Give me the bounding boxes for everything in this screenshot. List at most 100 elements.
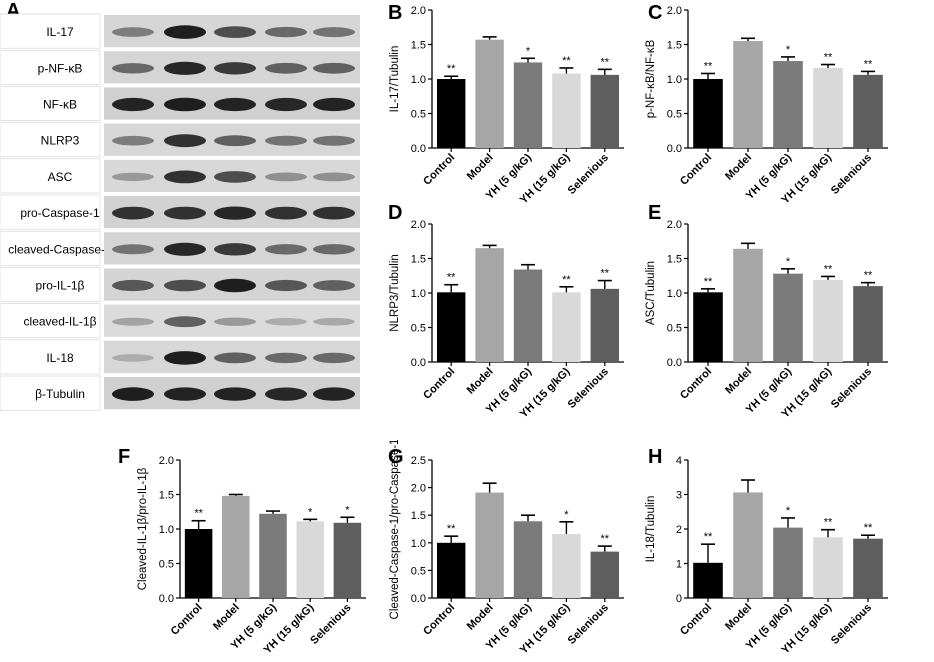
x-tick-label: Selenious — [566, 152, 611, 197]
blot-band — [265, 244, 307, 255]
significance-label: ** — [824, 52, 833, 64]
blot-row: ASC — [0, 158, 360, 194]
blot-band — [313, 27, 355, 38]
bar — [552, 533, 581, 598]
y-tick-label: 1 — [676, 559, 682, 571]
y-tick-label: 0.5 — [667, 323, 682, 335]
panel-letter-e: E — [648, 202, 662, 224]
significance-label: ** — [194, 508, 203, 520]
blot-band — [112, 27, 154, 37]
blot-band — [265, 317, 307, 326]
blot-label-box — [0, 303, 101, 339]
blot-band — [112, 279, 154, 292]
significance-label: * — [564, 509, 569, 521]
blot-band — [214, 97, 256, 112]
blot-band — [265, 387, 307, 401]
blot-band — [214, 243, 256, 256]
y-tick-label: 0 — [676, 593, 682, 605]
blot-label-box — [0, 13, 101, 49]
blot-row: cleaved-IL-1β — [0, 303, 360, 339]
significance-label: * — [786, 505, 791, 517]
bar — [296, 521, 324, 598]
blot-band — [265, 172, 307, 182]
y-tick-label: 0.0 — [411, 143, 426, 155]
x-tick-label: Control — [421, 152, 457, 188]
blot-label: p-NF-κB — [38, 61, 83, 75]
panel-letter-f: F — [118, 446, 131, 468]
y-tick-label: 2.0 — [159, 455, 174, 467]
blot-band — [313, 317, 355, 326]
bar — [813, 279, 843, 362]
blot-row: β-Tubulin — [0, 375, 360, 411]
x-tick-label: Selenious — [566, 366, 611, 411]
blot-band — [164, 279, 206, 292]
bar — [475, 248, 504, 362]
panel-letter-b: B — [388, 2, 403, 24]
blot-band — [313, 62, 355, 74]
x-tick-label: Model — [723, 602, 754, 633]
blot-label-box — [0, 230, 101, 266]
bar — [475, 492, 504, 598]
bar — [773, 527, 803, 598]
bar — [773, 61, 803, 149]
blot-band — [265, 352, 307, 364]
significance-label: ** — [824, 263, 833, 275]
y-tick-label: 1.0 — [667, 288, 682, 300]
y-axis-label: p-NF-κB/NF-κB — [645, 39, 657, 118]
bar — [333, 522, 362, 598]
bar — [513, 62, 543, 148]
blot-row: NF-κB — [0, 86, 360, 121]
blot-band — [214, 62, 256, 75]
chart-asc-tubulin: 0.0 0.5 1.0 1.5 2.0 ASC/Tubulin ** Control Model… — [645, 219, 888, 420]
bar — [184, 529, 213, 598]
bar — [475, 39, 504, 148]
blot-band — [265, 62, 307, 74]
blot-band — [164, 25, 206, 39]
significance-label: ** — [601, 533, 610, 545]
y-axis-label: NLRP3/Tubulin — [389, 254, 401, 332]
bar — [853, 538, 883, 598]
y-tick-label: 1.0 — [159, 524, 174, 536]
significance-label: ** — [704, 60, 713, 72]
panel-letter-g: G — [388, 446, 404, 468]
blot-label-box — [0, 158, 101, 194]
y-tick-label: 2.0 — [667, 5, 682, 17]
bar — [733, 492, 763, 598]
blot-label: IL-17 — [46, 25, 74, 39]
significance-label: ** — [704, 276, 713, 288]
bar — [552, 73, 581, 148]
x-tick-label: Control — [678, 152, 714, 188]
blot-label: cleaved-IL-1β — [24, 315, 97, 329]
y-axis-label: ASC/Tubulin — [645, 261, 657, 325]
x-tick-label: Selenious — [566, 602, 611, 647]
blot-band — [265, 26, 307, 38]
blot-band — [164, 206, 206, 220]
y-axis-label: IL-17/Tubulin — [389, 46, 401, 113]
significance-label: ** — [864, 270, 873, 282]
y-tick-label: 2.0 — [667, 219, 682, 231]
blot-label: NLRP3 — [41, 134, 80, 148]
blot-band — [164, 316, 206, 328]
significance-label: ** — [704, 531, 713, 543]
bar — [590, 551, 620, 598]
blot-row: pro-IL-1β — [0, 267, 360, 302]
blot-label-box — [0, 194, 101, 230]
bar — [436, 79, 466, 148]
y-tick-label: 0.0 — [411, 357, 426, 369]
blot-row: IL-17 — [0, 13, 360, 49]
x-tick-label: Control — [169, 602, 205, 638]
bar — [733, 248, 763, 362]
blot-band — [265, 97, 307, 112]
y-tick-label: 0.0 — [667, 357, 682, 369]
blot-band — [112, 135, 154, 146]
y-tick-label: 1.5 — [159, 490, 174, 502]
blot-band — [214, 171, 256, 183]
significance-label: * — [786, 44, 791, 56]
blot-band — [164, 134, 206, 148]
blot-row: pro-Caspase-1 — [0, 194, 360, 230]
blot-band — [164, 387, 206, 401]
blot-band — [265, 206, 307, 220]
x-tick-label: Selenious — [829, 366, 874, 411]
y-tick-label: 0.0 — [411, 593, 426, 605]
